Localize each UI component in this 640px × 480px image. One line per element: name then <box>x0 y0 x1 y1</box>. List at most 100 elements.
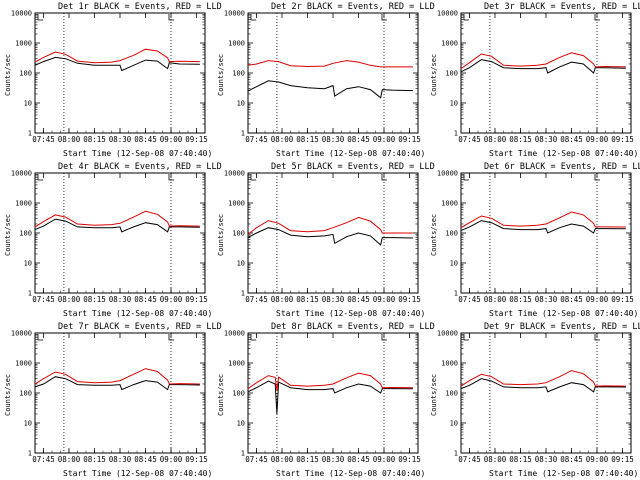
x-tick-label: 08:45 <box>347 135 370 144</box>
x-tick-label: 08:45 <box>134 295 157 304</box>
plot-frame <box>460 332 632 454</box>
x-tick-label: 07:45 <box>245 135 268 144</box>
y-tick-label: 10000 <box>11 170 32 178</box>
x-tick-label: 08:15 <box>509 135 532 144</box>
plot-frame <box>34 12 206 134</box>
series-line-events <box>247 80 413 99</box>
corner-bracket-icon <box>381 174 387 181</box>
y-tick-label: 1 <box>454 290 458 298</box>
corner-bracket-icon <box>37 334 43 341</box>
y-tick-label: 100 <box>19 390 32 398</box>
series-line-events <box>34 218 200 233</box>
series-line-events <box>460 220 626 234</box>
y-tick-label: 10 <box>237 420 245 428</box>
series-line-events <box>460 59 626 74</box>
x-axis-label: Start Time (12-Sep-08 07:40:40) <box>63 149 213 158</box>
panel-plot: 1 10 100 1000 10000 07:45 08:00 08:15 08:30 08:45… <box>224 170 421 305</box>
corner-bracket-icon <box>250 174 256 181</box>
y-tick-label: 1 <box>241 130 245 138</box>
x-tick-label: 08:00 <box>484 295 507 304</box>
y-tick-label: 1 <box>28 450 32 458</box>
x-tick-label: 09:00 <box>373 135 396 144</box>
x-tick-label: 07:45 <box>32 135 55 144</box>
x-tick-label: 08:15 <box>509 295 532 304</box>
y-axis-label: Counts/sec <box>4 213 12 256</box>
panel-title: Det 9r BLACK = Events, RED = LLD <box>484 322 640 332</box>
x-tick-label: 08:00 <box>58 295 81 304</box>
panel-title: Det 5r BLACK = Events, RED = LLD <box>271 162 435 172</box>
y-axis-label: Counts/sec <box>217 213 225 256</box>
plot-frame <box>34 332 206 454</box>
x-tick-label: 08:00 <box>271 135 294 144</box>
x-tick-label: 08:15 <box>296 295 319 304</box>
x-tick-label: 08:15 <box>296 135 319 144</box>
y-tick-label: 10000 <box>437 170 458 178</box>
y-tick-label: 10000 <box>11 330 32 338</box>
y-tick-label: 100 <box>445 390 458 398</box>
detector-panel-9: Det 9r BLACK = Events, RED = LLD 1 10 100 10… <box>426 320 640 480</box>
y-tick-label: 10000 <box>437 330 458 338</box>
x-tick-label: 08:30 <box>322 135 345 144</box>
panel-plot: 1 10 100 1000 10000 07:45 08:00 08:15 08:30 08:45… <box>224 10 421 145</box>
y-tick-label: 100 <box>445 70 458 78</box>
plot-frame <box>460 172 632 294</box>
x-tick-label: 09:15 <box>398 135 421 144</box>
corner-bracket-icon <box>594 334 600 341</box>
corner-bracket-icon <box>463 174 469 181</box>
y-tick-label: 1000 <box>441 40 458 48</box>
y-tick-label: 1000 <box>15 40 32 48</box>
series-line-lld <box>34 48 200 64</box>
detector-panel-6: Det 6r BLACK = Events, RED = LLD 1 10 100 10… <box>426 160 640 320</box>
x-tick-label: 09:00 <box>586 135 609 144</box>
y-axis-label: Counts/sec <box>4 53 12 96</box>
y-tick-label: 100 <box>232 70 245 78</box>
x-tick-label: 07:45 <box>245 455 268 464</box>
y-tick-label: 1000 <box>441 360 458 368</box>
x-tick-label: 09:15 <box>185 455 208 464</box>
x-axis-label: Start Time (12-Sep-08 07:40:40) <box>63 469 213 478</box>
x-tick-label: 07:45 <box>32 455 55 464</box>
panel-title: Det 8r BLACK = Events, RED = LLD <box>271 322 435 332</box>
x-axis-label: Start Time (12-Sep-08 07:40:40) <box>489 309 639 318</box>
x-tick-label: 08:30 <box>109 135 132 144</box>
series-line-events <box>460 378 626 393</box>
x-tick-label: 08:00 <box>271 455 294 464</box>
series-line-lld <box>247 372 413 391</box>
corner-bracket-icon <box>381 334 387 341</box>
x-tick-label: 08:45 <box>347 295 370 304</box>
series-line-events <box>247 227 413 246</box>
y-axis-label: Counts/sec <box>217 53 225 96</box>
panel-plot: 1 10 100 1000 10000 07:45 08:00 08:15 08:30 08:45… <box>224 330 421 465</box>
y-tick-label: 1 <box>241 450 245 458</box>
y-tick-label: 1000 <box>228 40 245 48</box>
x-tick-label: 09:15 <box>611 135 634 144</box>
x-axis-label: Start Time (12-Sep-08 07:40:40) <box>276 149 426 158</box>
y-axis-label: Counts/sec <box>430 53 438 96</box>
y-tick-label: 10 <box>450 420 458 428</box>
y-tick-label: 100 <box>232 390 245 398</box>
y-tick-label: 10000 <box>224 10 245 18</box>
detector-panel-2: Det 2r BLACK = Events, RED = LLD 1 10 100 10… <box>213 0 435 160</box>
panel-plot: 1 10 100 1000 10000 07:45 08:00 08:15 08:30 08:45… <box>437 10 634 145</box>
plot-frame <box>247 332 419 454</box>
x-tick-label: 08:15 <box>83 135 106 144</box>
y-tick-label: 10 <box>450 100 458 108</box>
y-tick-label: 10 <box>237 260 245 268</box>
x-tick-label: 07:45 <box>458 295 481 304</box>
x-tick-label: 08:30 <box>535 455 558 464</box>
x-tick-label: 08:45 <box>134 455 157 464</box>
panel-title: Det 6r BLACK = Events, RED = LLD <box>484 162 640 172</box>
detector-panel-4: Det 4r BLACK = Events, RED = LLD 1 10 100 10… <box>0 160 222 320</box>
x-tick-label: 07:45 <box>32 295 55 304</box>
y-tick-label: 1 <box>454 130 458 138</box>
series-line-lld <box>247 216 413 235</box>
plot-frame <box>247 12 419 134</box>
corner-bracket-icon <box>250 334 256 341</box>
y-axis-label: Counts/sec <box>430 213 438 256</box>
panel-plot: 1 10 100 1000 10000 07:45 08:00 08:15 08:30 08:45… <box>11 170 208 305</box>
x-tick-label: 09:15 <box>398 455 421 464</box>
panel-title: Det 1r BLACK = Events, RED = LLD <box>58 2 222 12</box>
y-tick-label: 1000 <box>228 200 245 208</box>
plot-frame <box>460 12 632 134</box>
